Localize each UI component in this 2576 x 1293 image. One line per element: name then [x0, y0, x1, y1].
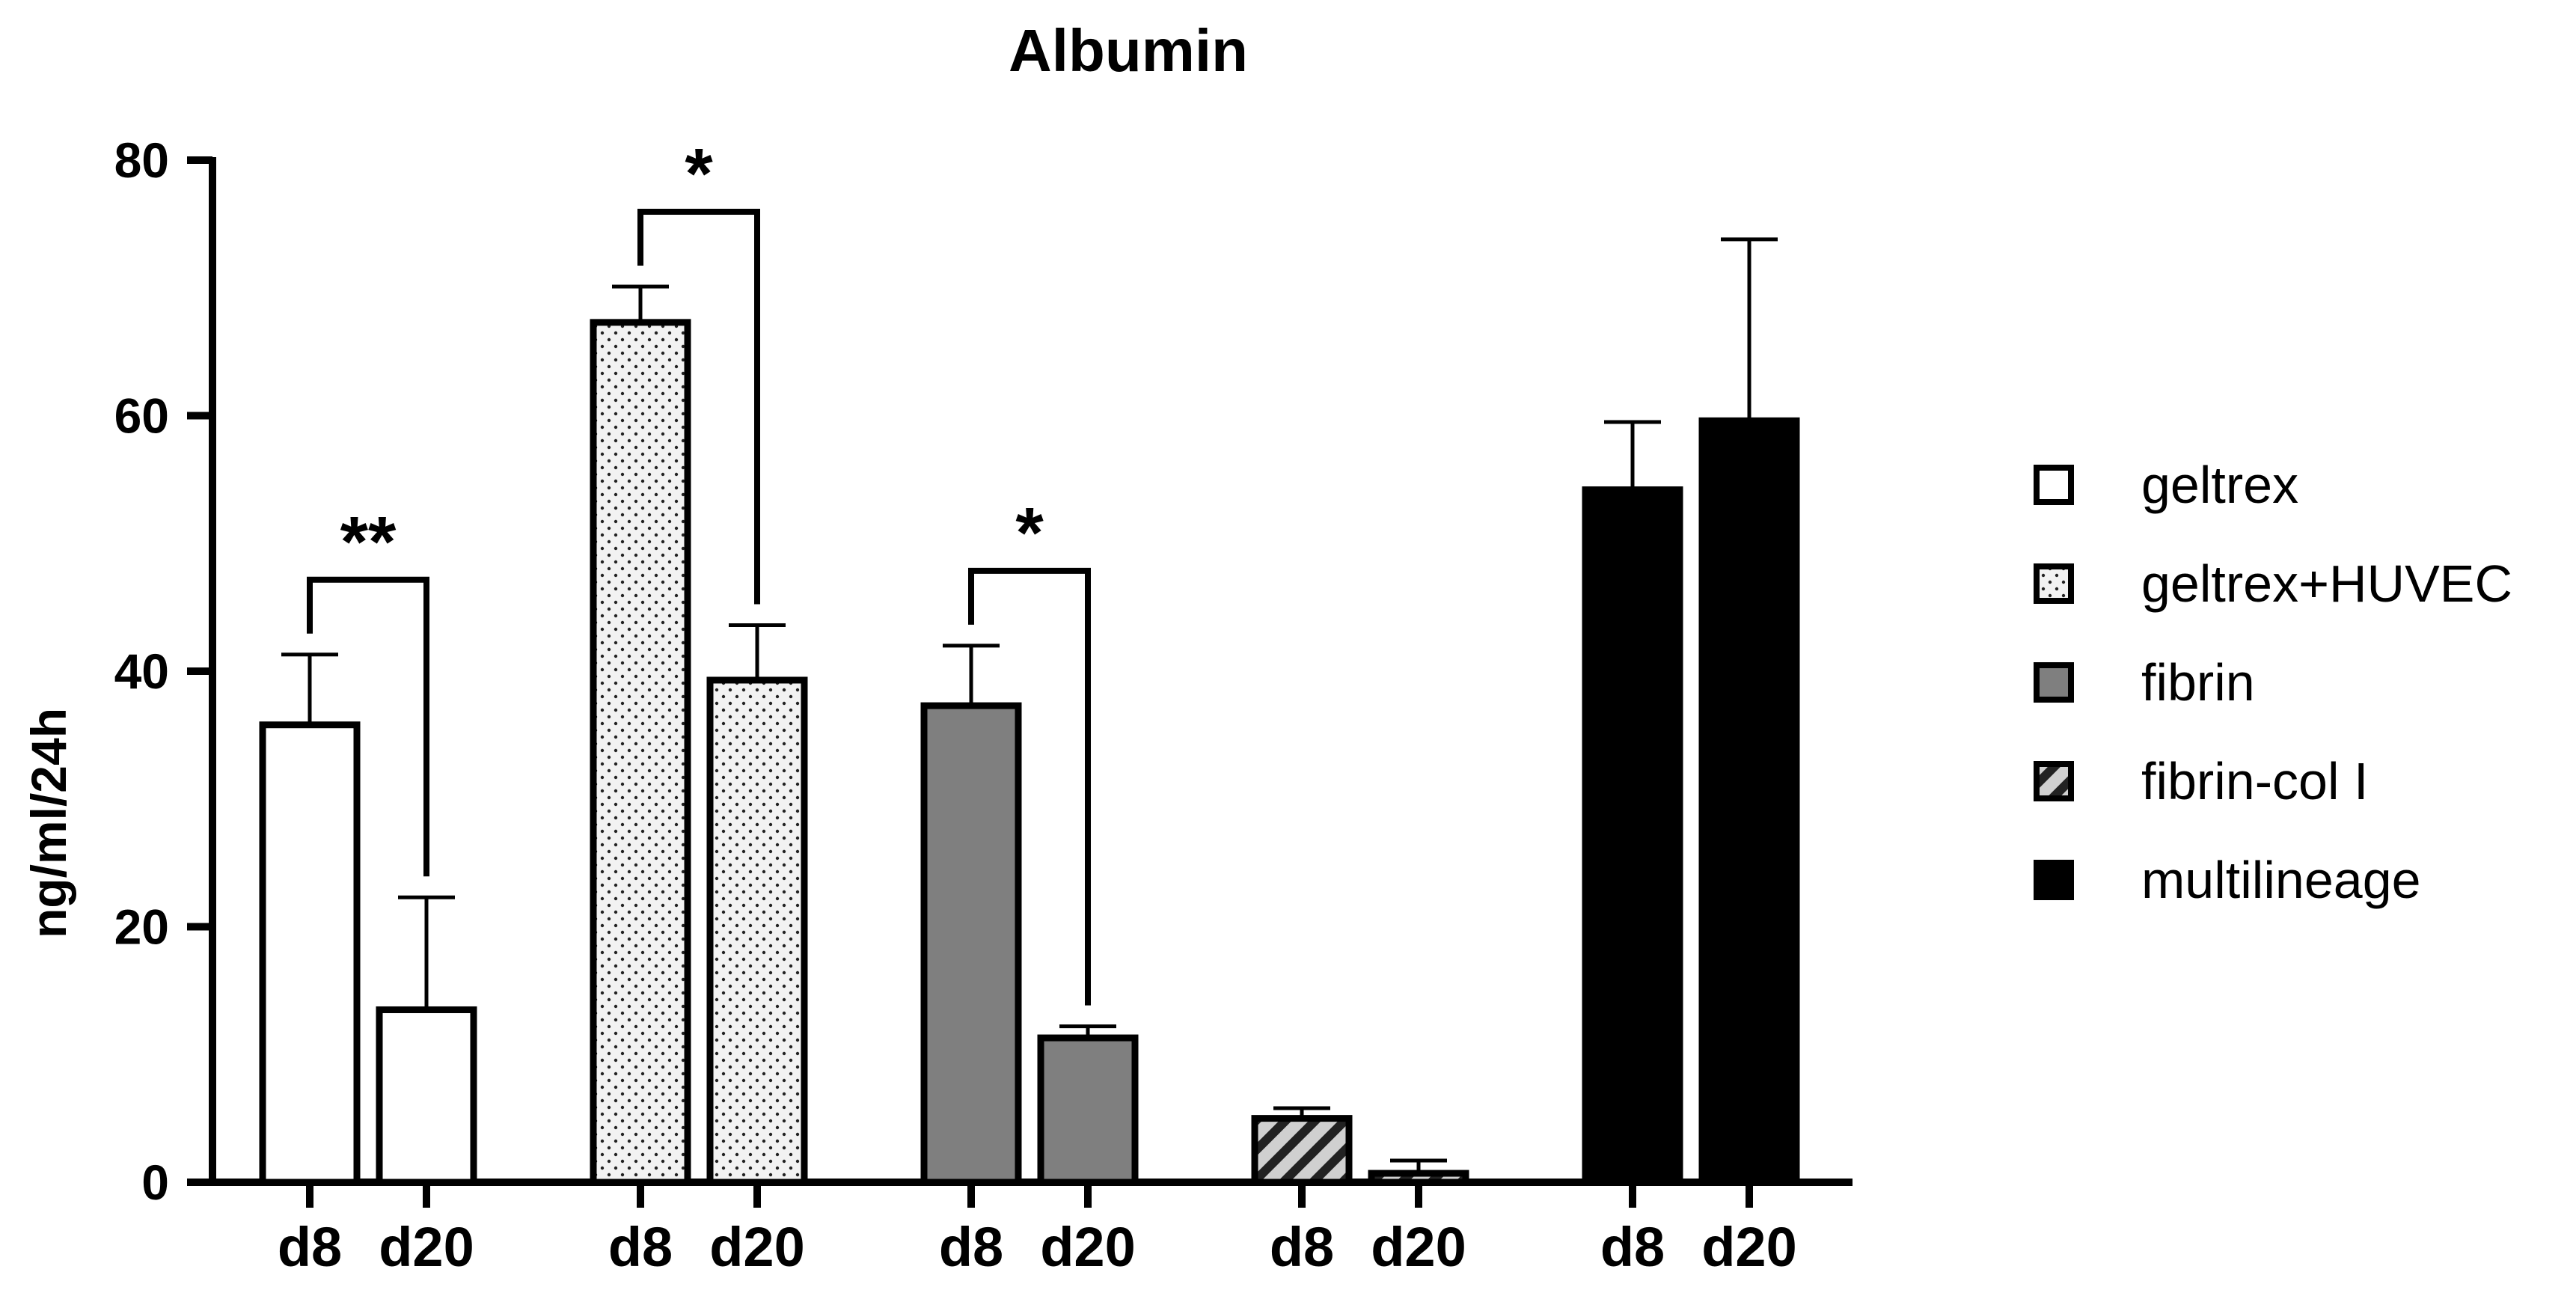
y-tick-label: 0 [141, 1155, 169, 1210]
x-tick-label: d8 [1270, 1216, 1334, 1278]
legend-label: geltrex [2141, 456, 2298, 514]
legend-swatch [2034, 860, 2074, 900]
x-tick-label: d20 [1371, 1216, 1466, 1278]
chart-title: Albumin [1009, 17, 1248, 84]
y-tick-label: 60 [114, 388, 169, 444]
significance-bracket [307, 576, 429, 877]
x-tick-label: d8 [1600, 1216, 1665, 1278]
legend-label: multilineage [2141, 851, 2421, 909]
x-tick-label: d20 [709, 1216, 805, 1278]
bar-fibrin-col-i-d20 [1368, 1170, 1469, 1186]
bar-fibrin-d20 [1037, 1034, 1139, 1186]
bar-multilineage-d8 [1582, 486, 1683, 1186]
legend: geltrex geltrex+HUVEC fibrin fibrin-col I mu… [2034, 456, 2512, 909]
bar-fibrin-d8 [920, 702, 1022, 1186]
x-tick-label: d20 [1701, 1216, 1797, 1278]
y-tick-label: 40 [114, 644, 169, 699]
x-tick-label: d8 [939, 1216, 1003, 1278]
legend-swatch [2034, 761, 2074, 801]
legend-swatch [2034, 563, 2074, 604]
y-tick-label: 20 [114, 899, 169, 955]
x-tick-label: d20 [1040, 1216, 1136, 1278]
y-tick-label: 80 [114, 132, 169, 188]
bar-geltrex-huvec-d8 [590, 319, 691, 1186]
significance-label: * [685, 134, 713, 214]
y-axis-label: ng/ml/24h [21, 708, 76, 938]
bar-geltrex-d8 [259, 721, 361, 1186]
bar-geltrex-d20 [376, 1006, 477, 1186]
bar-fibrin-col-i-d8 [1251, 1115, 1353, 1186]
x-tick-label: d8 [608, 1216, 673, 1278]
legend-label: fibrin-col I [2141, 752, 2368, 810]
legend-swatch [2034, 662, 2074, 703]
significance-label: ** [340, 502, 397, 582]
legend-swatch [2034, 465, 2074, 505]
significance-bracket [968, 567, 1091, 1006]
bar-geltrex-huvec-d20 [706, 676, 808, 1186]
legend-label: geltrex+HUVEC [2141, 554, 2512, 613]
legend-label: fibrin [2141, 653, 2255, 712]
significance-bracket [637, 209, 760, 605]
significance-label: * [1015, 493, 1044, 573]
bar-multilineage-d20 [1698, 417, 1800, 1186]
x-tick-label: d20 [379, 1216, 474, 1278]
x-tick-label: d8 [278, 1216, 342, 1278]
